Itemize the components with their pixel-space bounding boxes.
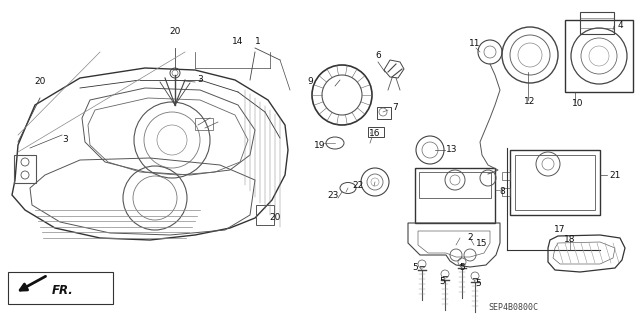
Text: 20: 20: [35, 78, 45, 86]
Text: 8: 8: [499, 188, 505, 197]
Bar: [195, 118, 213, 130]
Bar: [565, 20, 633, 92]
Text: 2: 2: [467, 233, 473, 241]
Bar: [502, 172, 510, 180]
Text: 20: 20: [269, 213, 281, 222]
Text: 11: 11: [469, 39, 481, 48]
Text: 19: 19: [314, 140, 326, 150]
Text: 3: 3: [62, 136, 68, 145]
Bar: [502, 188, 510, 196]
Text: 20: 20: [170, 27, 180, 36]
Text: 21: 21: [609, 170, 621, 180]
Text: 14: 14: [232, 38, 244, 47]
Text: 4: 4: [617, 20, 623, 29]
Text: 10: 10: [572, 100, 584, 108]
Text: 12: 12: [524, 98, 536, 107]
Text: 17: 17: [554, 226, 566, 234]
Bar: [510, 150, 600, 215]
Text: 6: 6: [375, 50, 381, 60]
Bar: [377, 107, 391, 119]
Bar: [368, 127, 384, 137]
Bar: [415, 168, 495, 223]
Text: 5: 5: [412, 263, 418, 272]
Bar: [256, 205, 274, 225]
Text: 5: 5: [459, 263, 465, 272]
Bar: [8, 272, 113, 304]
Text: 7: 7: [392, 102, 398, 112]
Text: SEP4B0800C: SEP4B0800C: [488, 303, 538, 313]
Bar: [419, 172, 491, 198]
Text: 18: 18: [564, 235, 576, 244]
Bar: [14, 155, 36, 183]
Text: FR.: FR.: [52, 284, 74, 296]
Text: 9: 9: [307, 78, 313, 86]
Text: 1: 1: [255, 38, 261, 47]
Text: 5: 5: [475, 279, 481, 288]
Text: 13: 13: [446, 145, 458, 154]
Text: 5: 5: [439, 278, 445, 286]
Text: 15: 15: [476, 240, 488, 249]
Text: 22: 22: [353, 182, 364, 190]
Bar: [580, 12, 614, 34]
Bar: [515, 155, 595, 210]
Text: 3: 3: [197, 76, 203, 85]
Text: 16: 16: [369, 129, 381, 137]
Text: 23: 23: [327, 190, 339, 199]
